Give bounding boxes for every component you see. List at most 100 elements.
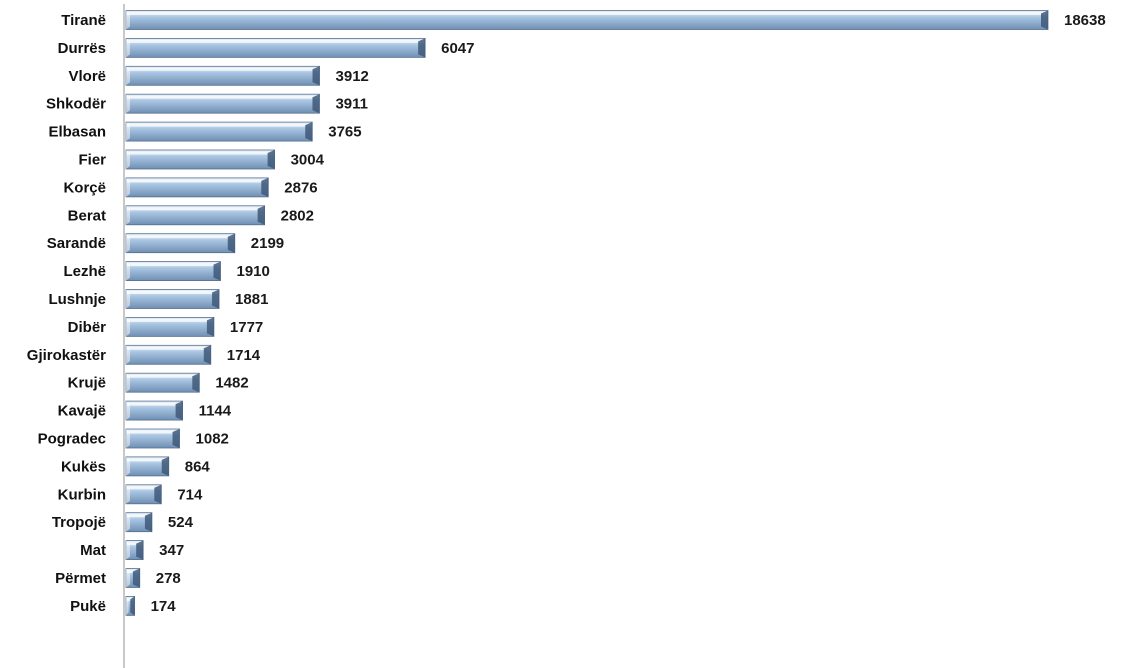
category-label-permet: Përmet xyxy=(55,570,106,587)
bar-cap-pogradec xyxy=(172,429,180,448)
value-label-diber: 1777 xyxy=(230,319,263,336)
bar-highlight-durres xyxy=(127,39,425,43)
bar-start-permet xyxy=(126,568,130,588)
bar-start-lushnje xyxy=(126,289,130,309)
bar-highlight-vlore xyxy=(127,67,319,71)
category-label-kukes: Kukës xyxy=(61,458,106,475)
bar-pogradec xyxy=(125,428,180,449)
value-label-shkoder: 3911 xyxy=(335,96,368,113)
bar-highlight-diber xyxy=(127,318,213,322)
bar-cap-elbasan xyxy=(305,122,313,142)
bar-highlight-pogradec xyxy=(127,430,179,434)
bar-highlight-tropoje xyxy=(127,514,151,518)
bar-start-durres xyxy=(126,38,130,58)
category-label-puke: Pukë xyxy=(70,598,106,615)
bar-cap-shkoder xyxy=(312,94,320,114)
value-label-permet: 278 xyxy=(156,570,181,587)
bar-start-kukes xyxy=(126,456,130,476)
category-label-shkoder: Shkodër xyxy=(46,96,106,113)
bar-kruje xyxy=(125,372,200,393)
bar-cap-mat xyxy=(136,540,144,560)
value-label-tropoje: 524 xyxy=(168,514,194,531)
value-label-kukes: 864 xyxy=(185,458,211,475)
value-label-puke: 174 xyxy=(151,598,177,615)
value-label-elbasan: 3765 xyxy=(328,124,361,141)
bar-fier xyxy=(125,149,276,170)
bars-group xyxy=(125,10,1049,616)
value-label-kruje: 1482 xyxy=(215,375,248,392)
category-label-sarande: Sarandë xyxy=(47,235,106,252)
bar-start-tropoje xyxy=(126,512,130,532)
bar-cap-permet xyxy=(132,568,140,588)
bar-cap-kukes xyxy=(161,456,169,476)
bar-start-kavaje xyxy=(126,401,130,421)
bar-start-kurbin xyxy=(126,484,130,504)
bar-highlight-fier xyxy=(127,151,274,155)
category-label-durres: Durrës xyxy=(58,40,106,57)
bar-start-korce xyxy=(126,177,130,197)
bar-cap-vlore xyxy=(312,66,320,86)
bar-cap-lezhe xyxy=(213,261,221,281)
bar-cap-berat xyxy=(257,205,265,225)
bar-highlight-tirane xyxy=(127,12,1047,15)
bar-start-gjirokaster xyxy=(126,345,130,365)
bar-tirane xyxy=(125,10,1049,30)
bar-kavaje xyxy=(125,400,183,421)
bar-highlight-kavaje xyxy=(127,402,182,406)
bar-cap-kurbin xyxy=(154,484,162,504)
bar-start-tirane xyxy=(126,10,130,30)
bar-tropoje xyxy=(125,512,153,533)
bar-kurbin xyxy=(125,484,162,505)
category-label-kruje: Krujë xyxy=(68,375,106,392)
bar-highlight-korce xyxy=(127,179,268,183)
value-label-durres: 6047 xyxy=(441,40,474,57)
bar-start-berat xyxy=(126,205,130,225)
category-label-kurbin: Kurbin xyxy=(58,486,106,503)
bar-start-shkoder xyxy=(126,94,130,114)
bar-cap-durres xyxy=(418,38,426,58)
bar-cap-tropoje xyxy=(144,512,152,532)
bar-highlight-sarande xyxy=(127,235,234,239)
category-labels: Tiranë Durrës Vlorë Shkodër Elbasan Fier Korçë… xyxy=(27,12,106,615)
value-label-vlore: 3912 xyxy=(336,68,369,85)
value-label-lezhe: 1910 xyxy=(236,263,269,280)
bar-gjirokaster xyxy=(125,344,212,365)
value-label-lushnje: 1881 xyxy=(235,291,268,308)
value-label-gjirokaster: 1714 xyxy=(227,347,261,364)
bar-puke xyxy=(125,596,136,616)
bar-start-fier xyxy=(126,150,130,169)
bar-cap-lushnje xyxy=(212,289,220,309)
category-label-kavaje: Kavajë xyxy=(58,403,106,420)
category-label-tirane: Tiranë xyxy=(61,12,106,29)
bar-cap-tirane xyxy=(1041,10,1048,30)
bar-cap-gjirokaster xyxy=(203,345,211,365)
bar-highlight-gjirokaster xyxy=(127,346,210,350)
bar-diber xyxy=(125,316,215,337)
bar-start-puke xyxy=(126,596,129,616)
bar-sarande xyxy=(125,233,236,254)
category-label-fier: Fier xyxy=(78,152,106,169)
category-label-pogradec: Pogradec xyxy=(38,431,106,448)
bar-highlight-berat xyxy=(127,207,264,211)
bar-cap-diber xyxy=(206,317,214,337)
bar-lushnje xyxy=(125,289,220,309)
bar-highlight-shkoder xyxy=(127,95,319,99)
category-label-lezhe: Lezhë xyxy=(63,263,106,280)
bar-highlight-lushnje xyxy=(127,291,219,294)
category-label-tropoje: Tropojë xyxy=(52,514,106,531)
category-label-mat: Mat xyxy=(80,542,106,559)
category-label-diber: Dibër xyxy=(68,319,107,336)
bar-cap-fier xyxy=(267,150,275,169)
bar-start-vlore xyxy=(126,66,130,86)
value-label-berat: 2802 xyxy=(281,207,314,224)
bar-cap-kruje xyxy=(192,373,200,393)
category-label-lushnje: Lushnje xyxy=(48,291,106,308)
category-label-korce: Korçë xyxy=(63,179,106,196)
value-label-kavaje: 1144 xyxy=(199,403,232,420)
bar-shkoder xyxy=(125,93,320,114)
category-label-elbasan: Elbasan xyxy=(48,124,106,141)
bar-start-lezhe xyxy=(126,261,130,281)
bar-start-pogradec xyxy=(126,429,130,448)
value-label-tirane: 18638 xyxy=(1064,12,1106,29)
